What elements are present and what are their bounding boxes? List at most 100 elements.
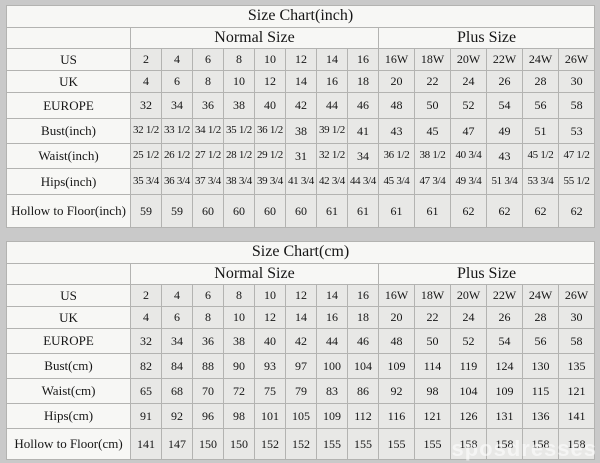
size-cell: 62 bbox=[522, 194, 559, 228]
size-cell: 109 bbox=[378, 353, 415, 379]
size-cell: 45 3/4 bbox=[378, 168, 415, 195]
size-cell: 75 bbox=[254, 378, 286, 404]
size-cell: 47 3/4 bbox=[414, 168, 451, 195]
group-header-plus: Plus Size bbox=[377, 27, 596, 49]
size-cell: 155 bbox=[347, 428, 379, 460]
size-cell: 16W bbox=[378, 48, 415, 71]
size-cell: 14 bbox=[316, 284, 348, 307]
group-header-plus: Plus Size bbox=[377, 263, 596, 285]
size-cell: 36 1/2 bbox=[254, 118, 286, 144]
size-cell: 34 1/2 bbox=[192, 118, 224, 144]
size-cell: 18 bbox=[347, 70, 379, 93]
size-cell: 6 bbox=[192, 284, 224, 307]
size-cell: 62 bbox=[486, 194, 523, 228]
size-cell: 141 bbox=[130, 428, 162, 460]
size-cell: 126 bbox=[450, 403, 487, 429]
size-cell: 86 bbox=[347, 378, 379, 404]
size-cell: 41 bbox=[347, 118, 379, 144]
size-cell: 59 bbox=[161, 194, 193, 228]
size-cell: 72 bbox=[223, 378, 255, 404]
size-cell: 26W bbox=[557, 48, 596, 71]
table-row: Hollow to Floor(inch) 59 59 60 60 60 60 61 61 61 6… bbox=[6, 194, 596, 228]
table-row: Hollow to Floor(cm) 141 147 150 150 152 152 155… bbox=[6, 428, 596, 460]
size-cell: 4 bbox=[161, 48, 193, 71]
size-cell: 45 1/2 bbox=[522, 143, 559, 169]
table-title-row: Size Chart(inch) bbox=[5, 5, 596, 28]
size-cell: 46 bbox=[347, 328, 379, 354]
size-cell: 32 bbox=[130, 92, 162, 119]
size-cell: 43 bbox=[486, 143, 523, 169]
row-label: UK bbox=[6, 70, 131, 93]
size-cell: 32 1/2 bbox=[130, 118, 162, 144]
size-cell: 14 bbox=[285, 306, 317, 329]
size-cell: 30 bbox=[557, 70, 596, 93]
size-cell: 55 1/2 bbox=[557, 168, 596, 195]
group-header-row: Normal Size Plus Size bbox=[6, 27, 596, 49]
row-label: Waist(inch) bbox=[6, 143, 131, 169]
size-cell: 48 bbox=[378, 328, 415, 354]
size-cell: 34 bbox=[161, 328, 193, 354]
size-cell: 45 bbox=[414, 118, 451, 144]
size-cell: 38 3/4 bbox=[223, 168, 255, 195]
size-cell: 158 bbox=[522, 428, 559, 460]
size-cell: 152 bbox=[285, 428, 317, 460]
size-cell: 20 bbox=[378, 70, 415, 93]
size-cell: 62 bbox=[450, 194, 487, 228]
corner-cell bbox=[6, 263, 131, 285]
size-cell: 18 bbox=[347, 306, 379, 329]
size-cell: 41 3/4 bbox=[285, 168, 317, 195]
table-row: Waist(cm) 65 68 70 72 75 79 83 86 92 98 104 109 115 12… bbox=[6, 378, 596, 404]
size-cell: 91 bbox=[130, 403, 162, 429]
size-cell: 30 bbox=[557, 306, 596, 329]
size-cell: 44 bbox=[316, 92, 348, 119]
size-cell: 22 bbox=[414, 70, 451, 93]
size-cell: 26 1/2 bbox=[161, 143, 193, 169]
size-cell: 70 bbox=[192, 378, 224, 404]
size-cell: 40 3/4 bbox=[450, 143, 487, 169]
size-cell: 131 bbox=[486, 403, 523, 429]
size-cell: 24 bbox=[450, 70, 487, 93]
size-cell: 8 bbox=[192, 70, 224, 93]
size-cell: 28 bbox=[522, 70, 559, 93]
size-cell: 60 bbox=[254, 194, 286, 228]
size-cell: 92 bbox=[378, 378, 415, 404]
table-row: US 2 4 6 8 10 12 14 16 16W 18W 20W 22W 24W 26W bbox=[6, 284, 596, 307]
size-cell: 150 bbox=[192, 428, 224, 460]
size-cell: 61 bbox=[378, 194, 415, 228]
size-cell: 16 bbox=[316, 306, 348, 329]
size-cell: 44 3/4 bbox=[347, 168, 379, 195]
size-cell: 26 bbox=[486, 306, 523, 329]
size-cell: 18W bbox=[414, 284, 451, 307]
size-cell: 38 1/2 bbox=[414, 143, 451, 169]
size-cell: 8 bbox=[223, 284, 255, 307]
size-cell: 135 bbox=[557, 353, 596, 379]
size-cell: 2 bbox=[130, 284, 162, 307]
size-cell: 90 bbox=[223, 353, 255, 379]
size-cell: 83 bbox=[316, 378, 348, 404]
size-cell: 84 bbox=[161, 353, 193, 379]
size-cell: 50 bbox=[414, 328, 451, 354]
size-cell: 16 bbox=[347, 284, 379, 307]
size-cell: 4 bbox=[161, 284, 193, 307]
size-cell: 116 bbox=[378, 403, 415, 429]
size-cell: 38 bbox=[223, 92, 255, 119]
size-cell: 4 bbox=[130, 70, 162, 93]
size-cell: 59 bbox=[130, 194, 162, 228]
size-cell: 51 bbox=[522, 118, 559, 144]
size-cell: 14 bbox=[316, 48, 348, 71]
row-label: Hips(cm) bbox=[6, 403, 131, 429]
table-title-row: Size Chart(cm) bbox=[5, 241, 596, 264]
size-cell: 6 bbox=[192, 48, 224, 71]
size-cell: 44 bbox=[316, 328, 348, 354]
size-cell: 47 1/2 bbox=[557, 143, 596, 169]
size-cell: 8 bbox=[192, 306, 224, 329]
row-label: Waist(cm) bbox=[6, 378, 131, 404]
size-cell: 60 bbox=[223, 194, 255, 228]
size-chart-inch-table: Size Chart(inch) Normal Size Plus Size US 2 4… bbox=[5, 5, 596, 228]
size-cell: 158 bbox=[450, 428, 487, 460]
size-cell: 16 bbox=[347, 48, 379, 71]
size-cell: 147 bbox=[161, 428, 193, 460]
size-cell: 26 bbox=[486, 70, 523, 93]
table-title: Size Chart(cm) bbox=[5, 241, 596, 264]
size-cell: 155 bbox=[378, 428, 415, 460]
